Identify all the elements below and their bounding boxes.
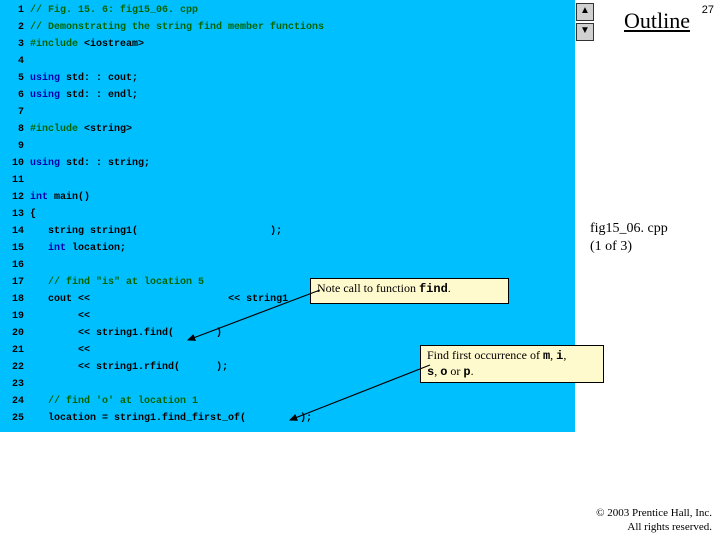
code-line: 3#include <iostream> [0, 36, 575, 53]
code-line: 12int main() [0, 189, 575, 206]
code-text: << string1.find( ) [30, 325, 222, 342]
code-text: // find 'o' at location 1 [30, 393, 198, 410]
line-number: 21 [0, 342, 30, 359]
callout2-c5: p [463, 365, 470, 379]
callout1-code: find [419, 282, 448, 296]
code-line: 4 [0, 53, 575, 70]
line-number: 25 [0, 410, 30, 427]
code-line: 9 [0, 138, 575, 155]
nav-up-button[interactable]: ▲ [576, 3, 594, 21]
callout2-c4: o [440, 365, 447, 379]
copyright-line2: All rights reserved. [627, 521, 712, 533]
file-name: fig15_06. cpp [590, 221, 668, 236]
line-number: 15 [0, 240, 30, 257]
line-number: 7 [0, 104, 30, 121]
code-text: { [30, 206, 36, 223]
line-number: 20 [0, 325, 30, 342]
callout2-c3: s [427, 365, 434, 379]
code-text: #include <iostream> [30, 36, 144, 53]
callout2-prefix: Find first occurrence of [427, 348, 543, 362]
code-text: int main() [30, 189, 90, 206]
line-number: 11 [0, 172, 30, 189]
file-info: fig15_06. cpp (1 of 3) [590, 220, 710, 256]
code-text: << [30, 308, 90, 325]
code-line: 14 string string1( ); [0, 223, 575, 240]
code-text: // Demonstrating the string find member … [30, 19, 324, 36]
code-line: 15 int location; [0, 240, 575, 257]
code-text: << string1.rfind( ); [30, 359, 228, 376]
outline-title: Outline [624, 8, 690, 34]
line-number: 22 [0, 359, 30, 376]
code-text: location = string1.find_first_of( ); [30, 410, 312, 427]
line-number: 14 [0, 223, 30, 240]
line-number: 10 [0, 155, 30, 172]
code-text: using std: : cout; [30, 70, 138, 87]
code-line: 25 location = string1.find_first_of( ); [0, 410, 575, 427]
code-line: 8#include <string> [0, 121, 575, 138]
code-text: using std: : endl; [30, 87, 138, 104]
line-number: 18 [0, 291, 30, 308]
line-number: 16 [0, 257, 30, 274]
line-number: 2 [0, 19, 30, 36]
line-number: 19 [0, 308, 30, 325]
line-number: 1 [0, 2, 30, 19]
code-line: 13{ [0, 206, 575, 223]
code-text: using std: : string; [30, 155, 150, 172]
code-text: // Fig. 15. 6: fig15_06. cpp [30, 2, 198, 19]
callout1-suffix: . [448, 281, 451, 295]
code-line: 5using std: : cout; [0, 70, 575, 87]
code-line: 20 << string1.find( ) [0, 325, 575, 342]
code-line: 11 [0, 172, 575, 189]
callout2-suffix: . [471, 364, 474, 378]
callout1-prefix: Note call to function [317, 281, 419, 295]
code-line: 7 [0, 104, 575, 121]
line-number: 3 [0, 36, 30, 53]
code-line: 16 [0, 257, 575, 274]
nav-down-button[interactable]: ▼ [576, 23, 594, 41]
code-text: << [30, 342, 90, 359]
code-line: 10using std: : string; [0, 155, 575, 172]
callout-find: Note call to function find. [310, 278, 509, 304]
file-part: (1 of 3) [590, 239, 632, 254]
line-number: 13 [0, 206, 30, 223]
code-line: 6using std: : endl; [0, 87, 575, 104]
code-text: // find "is" at location 5 [30, 274, 204, 291]
line-number: 6 [0, 87, 30, 104]
line-number: 24 [0, 393, 30, 410]
line-number: 5 [0, 70, 30, 87]
code-line: 19 << [0, 308, 575, 325]
callout-find-first-of: Find first occurrence of m, i,s, o or p. [420, 345, 604, 383]
line-number: 9 [0, 138, 30, 155]
code-text: string string1( ); [30, 223, 282, 240]
callout2-c2: i [556, 349, 563, 363]
callout2-c1: m [543, 349, 550, 363]
code-text: cout << << string1 [30, 291, 288, 308]
code-text: int location; [30, 240, 126, 257]
line-number: 17 [0, 274, 30, 291]
code-line: 1// Fig. 15. 6: fig15_06. cpp [0, 2, 575, 19]
code-line: 24 // find 'o' at location 1 [0, 393, 575, 410]
page-number: 27 [702, 4, 714, 16]
line-number: 4 [0, 53, 30, 70]
copyright: © 2003 Prentice Hall, Inc. All rights re… [596, 506, 712, 534]
line-number: 12 [0, 189, 30, 206]
line-number: 23 [0, 376, 30, 393]
code-line: 2// Demonstrating the string find member… [0, 19, 575, 36]
copyright-line1: © 2003 Prentice Hall, Inc. [596, 507, 712, 519]
line-number: 8 [0, 121, 30, 138]
code-text: #include <string> [30, 121, 132, 138]
